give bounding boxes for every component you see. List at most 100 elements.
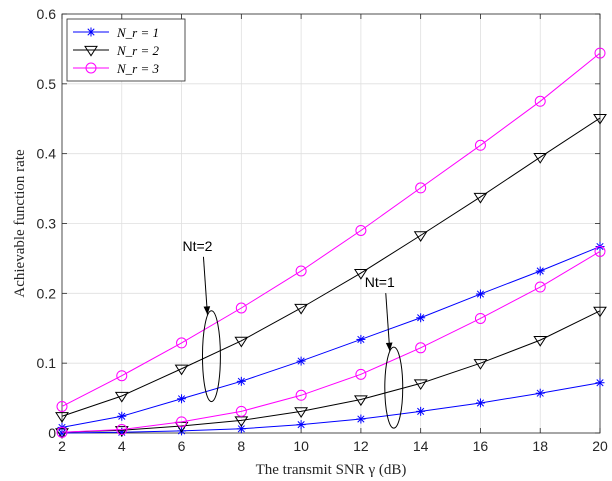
- data-point: [535, 266, 545, 276]
- data-point: [415, 342, 427, 354]
- data-point: [474, 139, 486, 151]
- data-point: [593, 306, 607, 318]
- data-point: [593, 113, 607, 125]
- asterisk-stroke: [177, 395, 186, 403]
- asterisk-stroke: [417, 407, 425, 415]
- y-tick-label: 0.6: [37, 6, 57, 22]
- series-layer: [55, 47, 607, 439]
- series-line: [61, 310, 601, 433]
- series-Nt1-triangle-down: [55, 306, 607, 439]
- data-point: [353, 268, 368, 280]
- data-point: [473, 359, 488, 370]
- data-point: [413, 379, 428, 391]
- data-point: [56, 426, 68, 438]
- data-point: [295, 389, 307, 401]
- legend-marker: [86, 27, 96, 37]
- annotation-label: Nt=2: [182, 238, 212, 254]
- data-point: [177, 394, 187, 404]
- data-point: [236, 376, 246, 386]
- data-point: [235, 302, 247, 314]
- data-point: [174, 364, 189, 376]
- data-point: [55, 412, 69, 423]
- data-point: [116, 424, 128, 436]
- data-point: [355, 224, 367, 236]
- data-point: [295, 265, 307, 277]
- data-point: [594, 245, 606, 257]
- asterisk-stroke: [297, 357, 305, 365]
- data-point: [55, 428, 69, 439]
- asterisk-stroke: [476, 290, 485, 298]
- annotation-Nt1: Nt=1: [365, 274, 404, 429]
- data-point: [353, 395, 368, 407]
- x-tick-label: 14: [413, 438, 429, 454]
- annotation-layer: Nt=2 Nt=1: [182, 238, 404, 429]
- series-line: [61, 246, 601, 428]
- legend-marker: [84, 45, 98, 57]
- data-point: [413, 231, 428, 242]
- y-tick-label: 0: [48, 425, 56, 441]
- x-tick-label: 4: [118, 438, 126, 454]
- data-point: [294, 303, 309, 315]
- data-point: [595, 378, 605, 388]
- data-point: [534, 95, 546, 107]
- annotation-arrow-line: [385, 293, 391, 352]
- asterisk-stroke: [536, 267, 544, 275]
- data-point: [416, 406, 426, 416]
- data-point: [594, 47, 606, 59]
- data-point: [533, 153, 548, 164]
- data-point: [533, 336, 548, 347]
- legend-item: N_r = 3: [73, 61, 160, 76]
- data-point: [235, 405, 247, 417]
- data-point: [296, 356, 306, 366]
- data-point: [176, 416, 188, 428]
- data-point: [117, 411, 127, 421]
- series-line: [61, 117, 601, 417]
- arrow-head: [203, 306, 211, 315]
- legend-marker: [85, 62, 97, 74]
- x-axis-label: The transmit SNR γ (dB): [256, 462, 407, 478]
- asterisk-stroke: [297, 421, 305, 429]
- annotation-arrow-line: [202, 256, 208, 315]
- x-tick-label: 10: [293, 438, 309, 454]
- y-tick-label: 0.3: [37, 216, 57, 232]
- annotation-Nt2: Nt=2: [182, 238, 221, 403]
- legend-item: N_r = 1: [73, 25, 159, 40]
- asterisk-stroke: [417, 314, 425, 322]
- data-point: [534, 281, 546, 293]
- data-point: [234, 336, 249, 348]
- data-point: [415, 182, 427, 194]
- data-point: [416, 313, 426, 323]
- legend-label: N_r = 2: [116, 43, 160, 58]
- series-Nt2-circle: [56, 47, 606, 412]
- data-point: [176, 337, 188, 349]
- data-point: [56, 400, 68, 412]
- legend: N_r = 1 N_r = 2 N_r = 3: [66, 18, 186, 82]
- asterisk-stroke: [357, 335, 365, 344]
- data-point: [356, 414, 366, 424]
- series-Nt2-asterisk: [57, 242, 605, 432]
- arrow-head: [385, 342, 393, 352]
- asterisk-stroke: [476, 399, 485, 407]
- y-axis-label: Achievable function rate: [12, 149, 28, 298]
- asterisk-stroke: [357, 415, 365, 423]
- y-tick-label: 0.5: [37, 76, 57, 92]
- data-point: [535, 388, 545, 398]
- annotation-ellipse: [384, 346, 404, 429]
- data-point: [356, 334, 366, 344]
- series-Nt1-circle: [56, 245, 606, 438]
- asterisk-stroke: [87, 28, 95, 36]
- data-point: [114, 391, 129, 403]
- annotation-label: Nt=1: [365, 274, 395, 290]
- series-Nt2-triangle-down: [55, 113, 607, 423]
- x-tick-label: 16: [473, 438, 489, 454]
- data-point: [355, 368, 367, 380]
- x-tick-label: 8: [237, 438, 245, 454]
- y-tick-label: 0.2: [37, 285, 57, 301]
- y-tick-label: 0.4: [37, 146, 57, 162]
- x-tick-label: 12: [353, 438, 369, 454]
- asterisk-stroke: [596, 379, 604, 387]
- x-tick-label: 2: [58, 438, 66, 454]
- series-line: [61, 52, 601, 407]
- annotation-ellipse: [201, 310, 221, 403]
